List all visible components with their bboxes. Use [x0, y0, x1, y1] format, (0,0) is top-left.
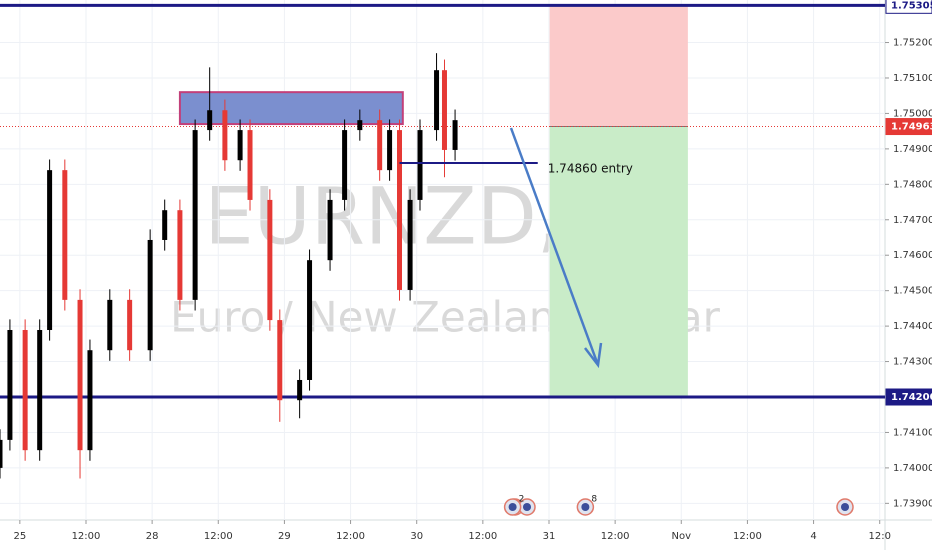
- candle-body: [107, 299, 113, 351]
- entry-label: 1.74860 entry: [548, 162, 633, 176]
- candle-body: [277, 320, 283, 401]
- candle-body: [452, 120, 458, 150]
- candle-body: [247, 130, 253, 200]
- candle-body: [407, 199, 413, 290]
- event-count: 2: [519, 495, 525, 505]
- candle-body: [387, 130, 393, 171]
- x-tick-label: 31: [543, 531, 556, 542]
- x-tick-label: 12:00: [336, 531, 365, 542]
- candle-body: [327, 199, 333, 261]
- candle-body: [7, 330, 13, 440]
- candle-body: [147, 239, 153, 351]
- candle-body: [207, 110, 213, 131]
- candle-body: [417, 130, 423, 200]
- price-label-bg: [885, 0, 932, 14]
- candle-body: [0, 439, 3, 468]
- candle-body: [47, 170, 53, 331]
- price-label: 1.75305: [891, 0, 932, 11]
- candle-body: [62, 170, 68, 300]
- candle-body: [397, 130, 403, 290]
- y-tick-label: 1.74300: [893, 357, 932, 368]
- y-tick-label: 1.74500: [893, 286, 932, 297]
- candle-body: [307, 260, 313, 380]
- x-tick-label: 12:00: [468, 531, 497, 542]
- x-tick-label: 12:00: [601, 531, 630, 542]
- candle-body: [192, 130, 198, 300]
- x-tick-label: 12:00: [72, 531, 101, 542]
- y-tick-label: 1.75200: [893, 38, 932, 49]
- x-tick-label: Nov: [672, 531, 692, 542]
- y-tick-label: 1.74000: [893, 463, 932, 474]
- candle-body: [357, 120, 363, 131]
- y-tick-label: 1.74800: [893, 179, 932, 190]
- x-tick-label: 4: [810, 531, 816, 542]
- price-label-bg: [885, 388, 932, 406]
- stop-zone: [549, 5, 688, 127]
- candle-body: [77, 299, 83, 451]
- y-tick-label: 1.75100: [893, 73, 932, 84]
- x-tick-label: 12:00: [204, 531, 233, 542]
- x-tick-label: 12:0: [868, 531, 890, 542]
- arrow-head: [584, 342, 603, 369]
- y-tick-label: 1.74900: [893, 144, 932, 155]
- candle-body: [377, 120, 383, 171]
- candle-body: [37, 330, 43, 451]
- x-tick-label: 29: [278, 531, 291, 542]
- event-flag: [508, 503, 517, 511]
- candle-body: [127, 299, 133, 351]
- x-tick-label: 25: [13, 531, 26, 542]
- x-tick-label: 30: [410, 531, 423, 542]
- event-flag: [523, 503, 531, 511]
- arrow: [509, 127, 600, 366]
- price-label: 1.74200: [891, 392, 932, 403]
- price-label: 1.74963: [891, 122, 932, 133]
- event-count: 8: [591, 495, 597, 505]
- candle-body: [162, 210, 168, 240]
- x-tick-label: 28: [146, 531, 159, 542]
- event-flag: [841, 503, 849, 511]
- candle-body: [177, 210, 183, 300]
- candle-body: [342, 130, 348, 200]
- y-tick-label: 1.74700: [893, 215, 932, 226]
- candle-body: [267, 199, 273, 321]
- y-tick-label: 1.73900: [893, 498, 932, 509]
- event-flag: [581, 503, 590, 511]
- candle-body: [434, 70, 440, 131]
- y-tick-label: 1.75000: [893, 108, 932, 119]
- y-tick-label: 1.74600: [893, 250, 932, 261]
- candle-body: [87, 350, 93, 451]
- x-tick-label: 12:00: [733, 531, 762, 542]
- price-label-bg: [885, 118, 932, 136]
- candle-body: [237, 130, 243, 161]
- y-tick-label: 1.74400: [893, 321, 932, 332]
- y-tick-label: 1.74100: [893, 427, 932, 438]
- candle-body: [297, 379, 303, 401]
- target-zone: [549, 126, 688, 398]
- supply-zone: [178, 91, 404, 126]
- candle-body: [441, 70, 447, 150]
- candle-body: [222, 110, 228, 161]
- candle-body: [22, 330, 28, 451]
